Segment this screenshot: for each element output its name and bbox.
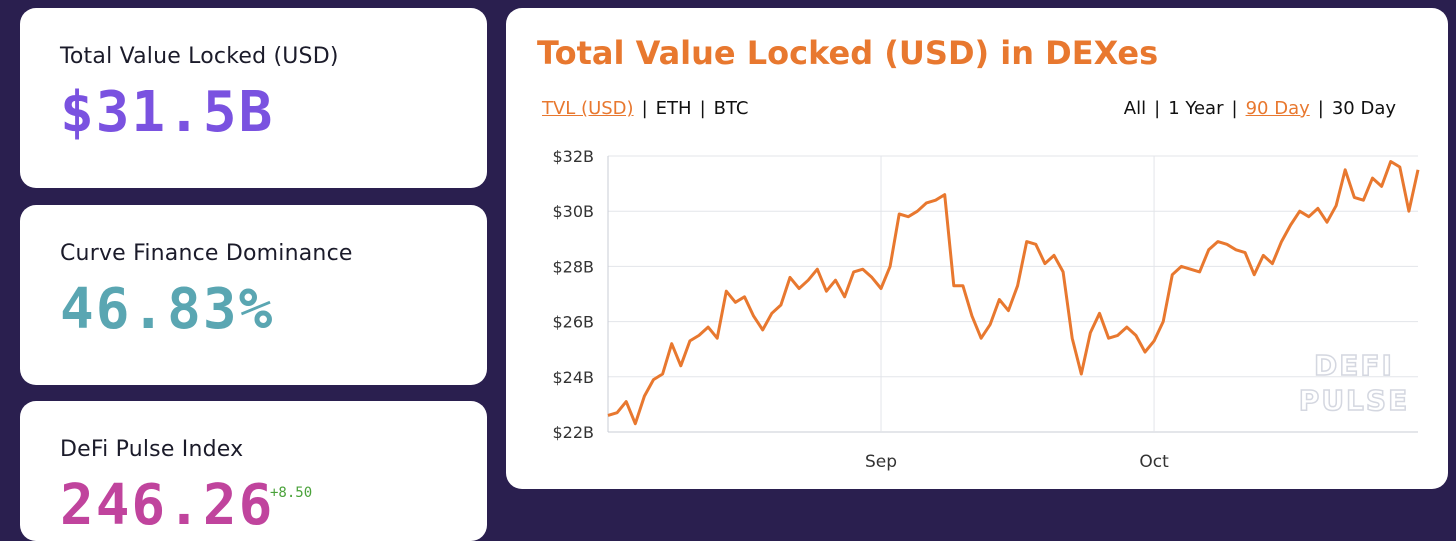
denomination-option-eth[interactable]: ETH xyxy=(655,98,692,119)
chart-title: Total Value Locked (USD) in DEXes xyxy=(537,34,1159,72)
stat-value: 246.26 xyxy=(60,473,275,538)
stat-value: 46.83% xyxy=(60,277,275,342)
stat-card-curve-dominance: Curve Finance Dominance 46.83% xyxy=(20,205,487,385)
x-tick-label: Oct xyxy=(1139,452,1169,472)
range-option-1-year[interactable]: 1 Year xyxy=(1168,98,1224,119)
stat-card-dpi: DeFi Pulse Index 246.26 +8.50 xyxy=(20,401,487,541)
stat-value: $31.5B xyxy=(60,80,275,145)
range-option-30-day[interactable]: 30 Day xyxy=(1331,98,1396,119)
stat-label: Total Value Locked (USD) xyxy=(60,44,339,69)
watermark-defi: DEFI xyxy=(1314,349,1394,382)
stat-label: Curve Finance Dominance xyxy=(60,241,353,266)
separator: | xyxy=(1317,98,1324,119)
y-axis-ticks: $22B $24B $26B $28B $30B $32B xyxy=(552,147,594,442)
denomination-selector: TVL (USD) | ETH | BTC xyxy=(542,98,749,119)
x-axis-ticks: Sep Oct xyxy=(865,452,1169,472)
denomination-option-btc[interactable]: BTC xyxy=(713,98,749,119)
y-tick-label: $32B xyxy=(552,147,594,166)
separator: | xyxy=(641,98,648,119)
watermark-pulse: PULSE xyxy=(1299,384,1409,417)
y-tick-label: $30B xyxy=(552,202,594,221)
y-tick-label: $24B xyxy=(552,368,594,387)
separator: | xyxy=(1154,98,1161,119)
separator: | xyxy=(699,98,706,119)
series-line xyxy=(607,160,1420,426)
y-tick-label: $28B xyxy=(552,257,594,276)
y-tick-label: $26B xyxy=(552,313,594,332)
stat-label: DeFi Pulse Index xyxy=(60,437,244,462)
tvl-chart-card: Total Value Locked (USD) in DEXes TVL (U… xyxy=(506,8,1448,489)
tvl-line-chart: $22B $24B $26B $28B $30B $32B Sep Oct DEFI PUL… xyxy=(552,147,1420,472)
range-selector: All | 1 Year | 90 Day | 30 Day xyxy=(1124,98,1396,119)
range-option-90-day[interactable]: 90 Day xyxy=(1245,98,1310,119)
separator: | xyxy=(1231,98,1238,119)
denomination-option-usd[interactable]: TVL (USD) xyxy=(542,98,634,119)
chart-grid xyxy=(607,155,1418,433)
stat-card-tvl: Total Value Locked (USD) $31.5B xyxy=(20,8,487,188)
y-tick-label: $22B xyxy=(552,423,594,442)
x-tick-label: Sep xyxy=(865,452,897,472)
range-option-all[interactable]: All xyxy=(1123,98,1147,119)
stat-delta: +8.50 xyxy=(270,485,313,501)
